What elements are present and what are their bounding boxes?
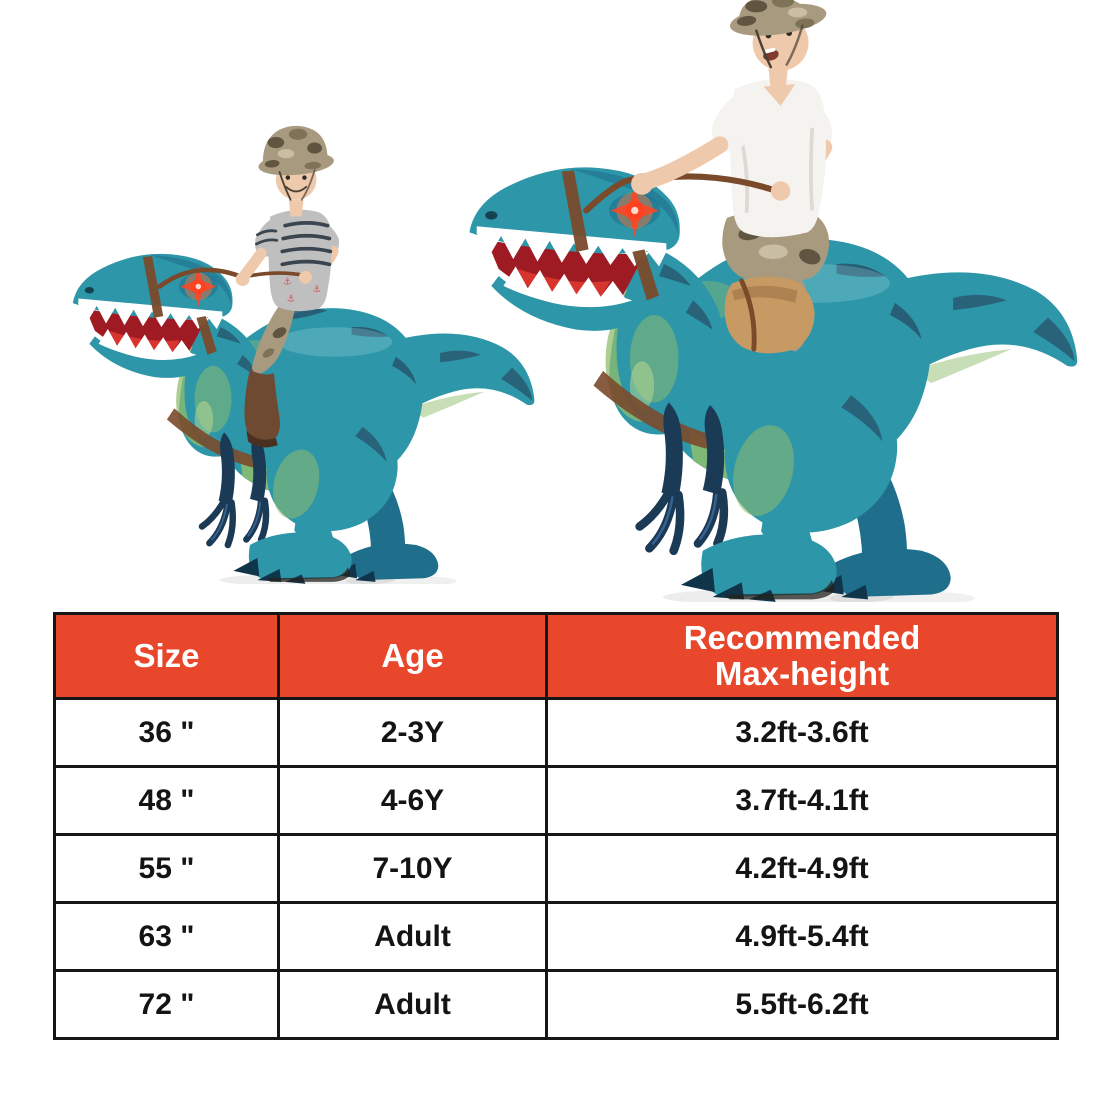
size-cell: 55 " bbox=[53, 833, 280, 904]
adult-hand bbox=[770, 181, 791, 201]
child-costume-photo: ⚓ ⚓ ⚓ ⚓ bbox=[58, 125, 538, 584]
max-height-column-header: Recommended Max-height bbox=[545, 612, 1059, 700]
shirt-stripe bbox=[280, 246, 333, 254]
size-cell: 36 " bbox=[53, 697, 280, 768]
anchor-print-icon: ⚓ bbox=[313, 284, 321, 295]
child-boot bbox=[244, 369, 280, 443]
boot-sole bbox=[246, 430, 278, 448]
camo-blob bbox=[288, 128, 308, 140]
age-cell: Adult bbox=[277, 901, 548, 972]
camo-blob bbox=[264, 160, 280, 168]
table-row: 48 " 4-6Y 3.7ft-4.1ft bbox=[53, 765, 1059, 836]
header-row: Size Age Recommended Max-height bbox=[53, 612, 1059, 700]
child-near-forearm bbox=[238, 247, 267, 281]
adult-rider bbox=[583, 0, 833, 354]
age-column-header: Age bbox=[277, 612, 548, 700]
child-neck bbox=[288, 199, 304, 217]
age-cell: 7-10Y bbox=[277, 833, 548, 904]
anchor-print-icon: ⚓ bbox=[283, 277, 291, 288]
height-cell: 4.9ft-5.4ft bbox=[545, 901, 1059, 972]
anchor-print-icon: ⚓ bbox=[287, 293, 295, 304]
height-cell: 3.7ft-4.1ft bbox=[545, 765, 1059, 836]
shirt-fold bbox=[809, 127, 815, 211]
size-cell: 63 " bbox=[53, 901, 280, 972]
shirt-stripe bbox=[281, 233, 332, 241]
age-cell: Adult bbox=[277, 969, 548, 1040]
camo-blob bbox=[772, 0, 794, 8]
camo-blob bbox=[267, 137, 285, 149]
shirt-stripe bbox=[280, 259, 332, 267]
shirt-fold bbox=[739, 139, 749, 214]
sleeve-stripe bbox=[255, 238, 279, 246]
size-chart-table: Size Age Recommended Max-height 36 " 2-3… bbox=[53, 612, 1059, 1040]
camo-blob bbox=[745, 0, 768, 13]
hat-chin-strap bbox=[300, 169, 316, 201]
hat-chin-strap bbox=[785, 24, 804, 66]
size-chart-header: Size Age Recommended Max-height bbox=[53, 612, 1059, 700]
child-rider: ⚓ ⚓ ⚓ ⚓ bbox=[157, 125, 340, 448]
saddle-bag-strap bbox=[739, 278, 757, 352]
camo-blob bbox=[262, 348, 275, 358]
age-cell: 4-6Y bbox=[277, 765, 548, 836]
hat-chin-strap bbox=[278, 171, 292, 201]
child-hand bbox=[235, 272, 250, 287]
camo-blob bbox=[272, 327, 287, 339]
size-cell: 48 " bbox=[53, 765, 280, 836]
age-cell: 2-3Y bbox=[277, 697, 548, 768]
height-cell: 4.2ft-4.9ft bbox=[545, 833, 1059, 904]
hat-chin-strap bbox=[755, 29, 773, 69]
child-hand bbox=[298, 270, 312, 284]
camo-blob bbox=[787, 7, 808, 18]
camo-blob bbox=[307, 142, 322, 154]
table-row: 36 " 2-3Y 3.2ft-3.6ft bbox=[53, 697, 1059, 768]
adult-hand bbox=[631, 172, 653, 195]
adult-teeth bbox=[764, 47, 776, 54]
shirt-stripe bbox=[283, 221, 330, 228]
child-eye bbox=[285, 175, 291, 180]
adult-costume-photo bbox=[450, 0, 1082, 602]
table-row: 63 " Adult 4.9ft-5.4ft bbox=[53, 901, 1059, 972]
sleeve-stripe bbox=[255, 229, 278, 237]
child-smile bbox=[285, 185, 308, 193]
camo-blob bbox=[758, 244, 788, 260]
size-column-header: Size bbox=[53, 612, 280, 700]
camo-blob bbox=[277, 149, 295, 159]
table-row: 72 " Adult 5.5ft-6.2ft bbox=[53, 969, 1059, 1040]
rein-strap bbox=[157, 267, 245, 289]
adult-neck bbox=[768, 67, 788, 92]
child-near-sleeve bbox=[255, 218, 276, 257]
camo-blob bbox=[736, 15, 757, 26]
table-row: 55 " 7-10Y 4.2ft-4.9ft bbox=[53, 833, 1059, 904]
height-cell: 3.2ft-3.6ft bbox=[545, 697, 1059, 768]
camo-blob bbox=[304, 161, 322, 170]
camo-blob bbox=[795, 18, 815, 29]
size-cell: 72 " bbox=[53, 969, 280, 1040]
adult-shirt bbox=[730, 79, 826, 238]
camo-blob bbox=[799, 248, 821, 265]
saddle-bag-flap bbox=[731, 285, 798, 303]
height-cell: 5.5ft-6.2ft bbox=[545, 969, 1059, 1040]
child-eye bbox=[302, 175, 307, 180]
